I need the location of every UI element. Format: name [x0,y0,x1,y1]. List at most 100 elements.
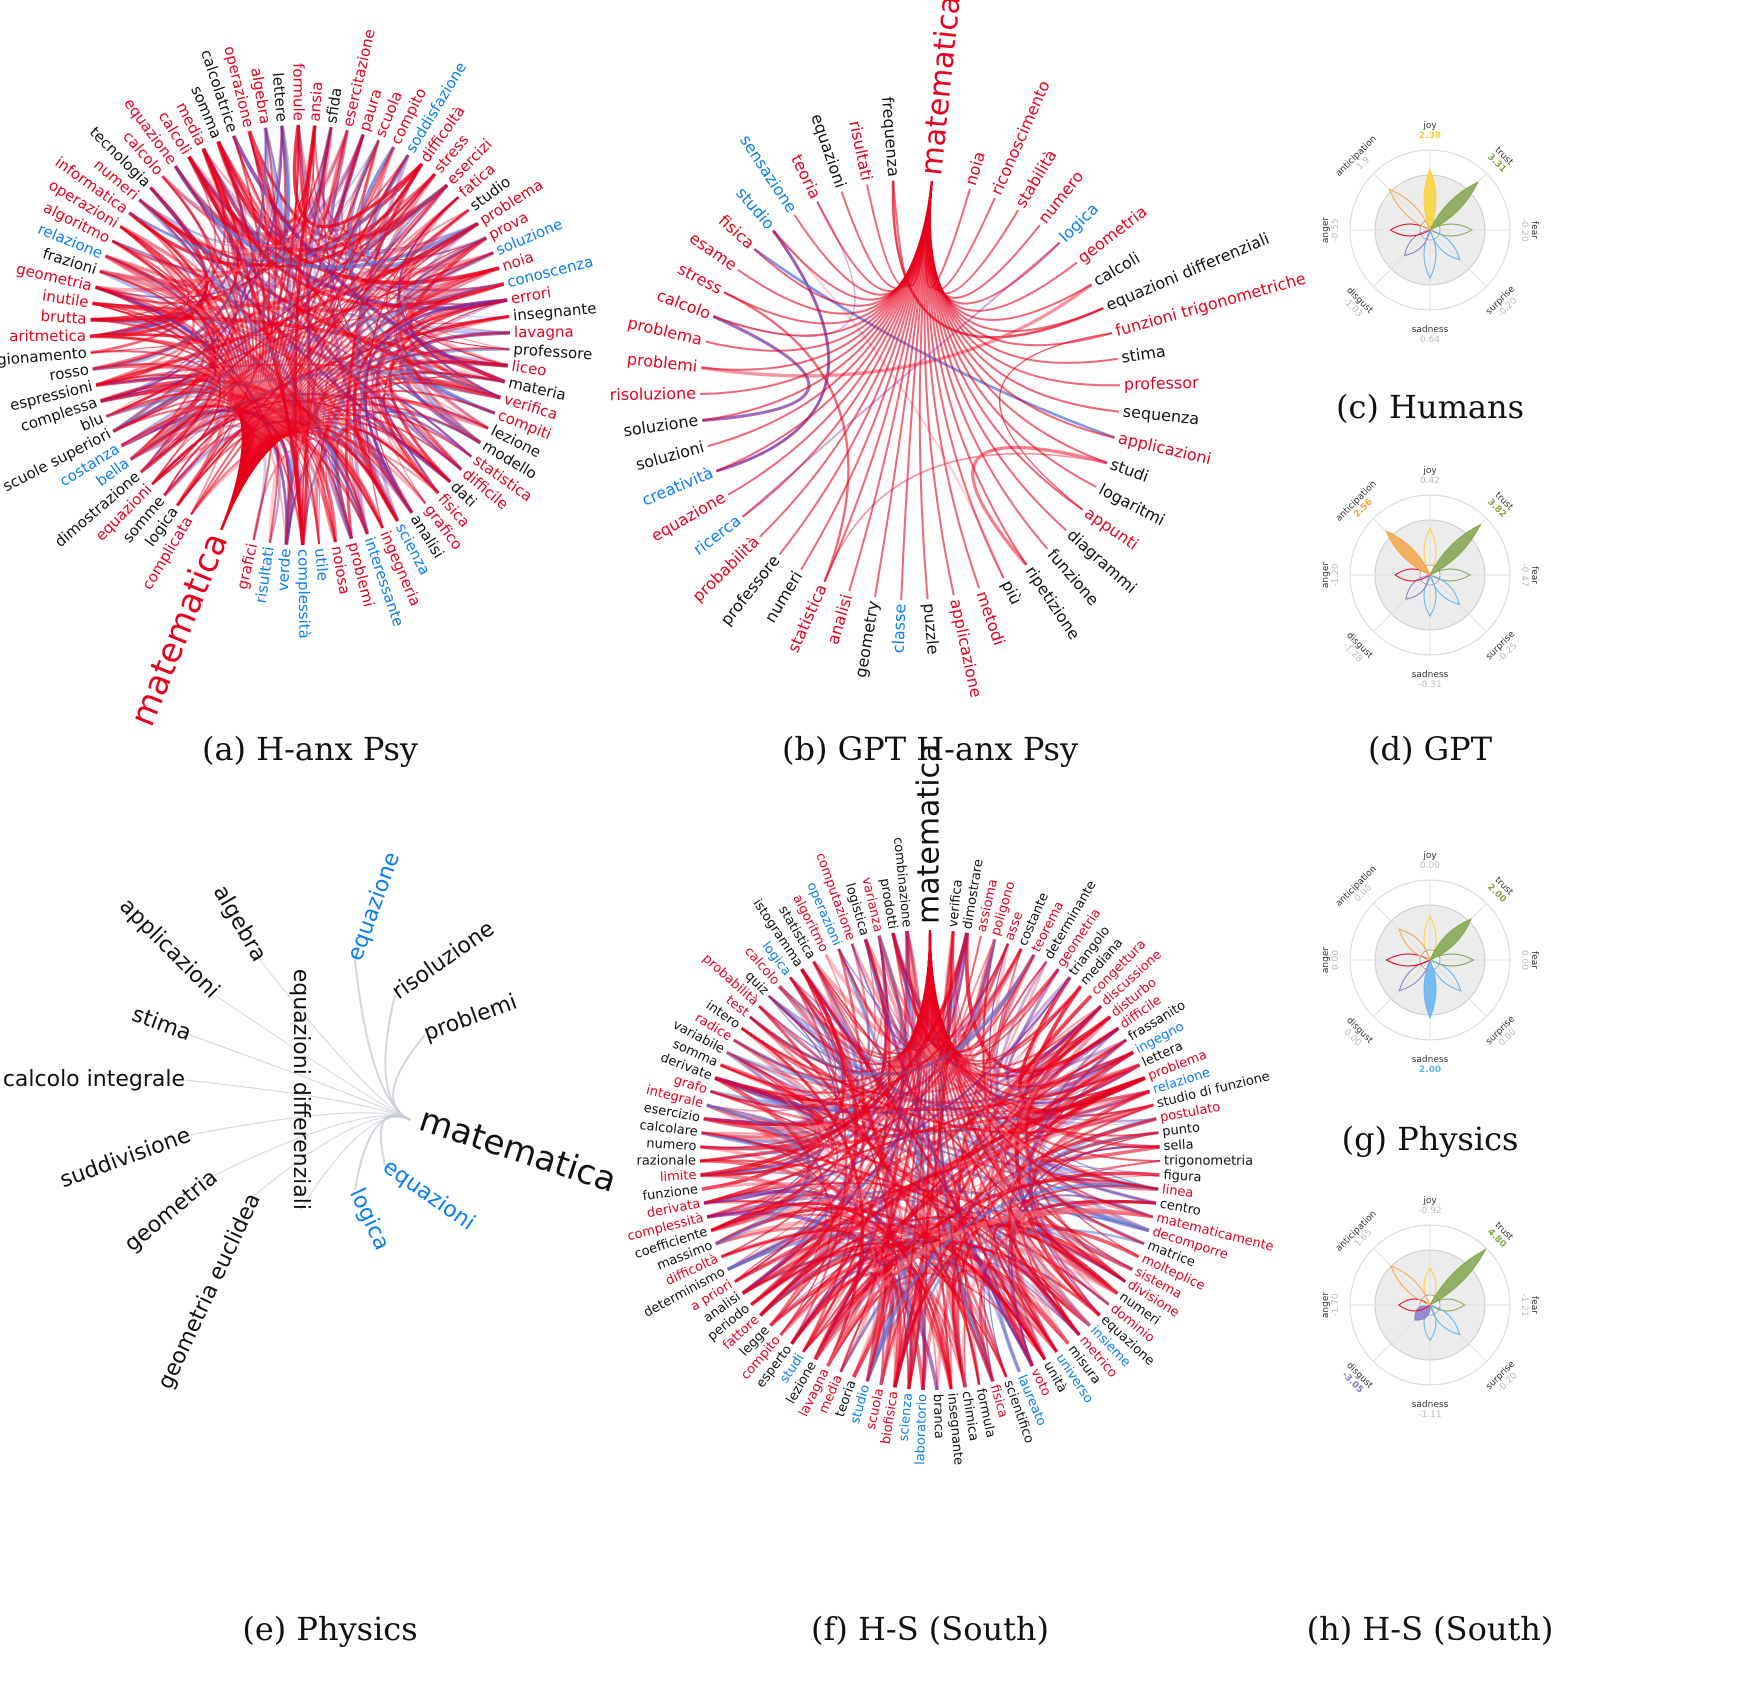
emotion-label: sadness [1412,1055,1449,1065]
word-label: complessità [294,549,313,639]
word-label: frequenza [878,96,903,177]
word-label: risultati [845,119,876,182]
spoke [1373,903,1431,961]
petal-trust [1428,523,1482,577]
edge [706,1076,835,1219]
edge [777,984,896,1378]
emotion-value: -0.55 [1331,218,1341,241]
petal-surprise [1429,229,1461,261]
edge [392,1034,426,1121]
word-label: razionale [636,1153,696,1168]
edge [254,1116,411,1196]
edges [699,929,1161,1391]
edge [95,222,479,387]
edge-center [891,929,931,1047]
petal-trust [1428,1248,1487,1307]
flower-d: joy 0.42 trust 3.82 fear -0.47 surprise -0.25 sa… [1310,445,1550,735]
edge [1040,1089,1157,1206]
petal-anticipation [1389,1264,1431,1306]
word-label: limite [659,1168,697,1185]
emotion-value: -0.92 [1418,1206,1441,1216]
edge [112,183,449,433]
edge [701,1132,833,1336]
word-label: insegnante [944,1392,966,1465]
edge [346,139,494,271]
emotion-value: 2.00 [1419,1065,1441,1075]
emotion-label: sadness [1412,325,1449,335]
edge [710,1103,1154,1233]
edge [734,1241,856,1353]
edge [384,994,411,1121]
caption-f: (f) H-S (South) [810,1610,1050,1648]
emotion-flower: joy0.42trust3.82fear-0.47surprise-0.25sa… [1321,466,1539,690]
panel-e-physics: equazione risoluzione problemi algebra appli… [0,790,680,1450]
edge-center [892,180,933,287]
spoke [1373,229,1431,287]
edge [1047,1160,1161,1180]
word-label: sella [1163,1137,1194,1154]
petal-sadness [1423,958,1437,1020]
emotion-label: anger [1321,1292,1331,1318]
edge [700,943,1010,1177]
word-label: punto [1161,1120,1200,1139]
edge [90,156,216,321]
word-label: soluzione [622,411,699,441]
edge [723,291,850,583]
word-label: stima [128,1002,194,1046]
edge [990,943,1070,1345]
edge [779,1248,887,1382]
edge [947,931,1009,1038]
edge [1039,1117,1160,1163]
emotion-label: fear [1529,566,1539,584]
word-label: sfida [322,86,345,124]
edge [964,932,1120,1074]
edge [379,1114,411,1166]
spoke [1373,959,1431,1017]
edges [700,180,1120,600]
word-label: metodi [972,589,1008,648]
word-label: aritmetica [9,327,86,345]
emotion-value: 0.00 [1331,950,1341,970]
edge [741,1027,1133,1271]
edge [813,1270,901,1388]
panel-f-h-s-south: verifica dimostrare assioma poligono asse cos… [620,744,1275,1600]
petal-anticipation [1385,530,1431,576]
spoke [1373,1248,1431,1306]
emotion-label: fear [1529,1296,1539,1314]
emotion-label: anger [1321,562,1331,588]
word-label: equazioni [378,1154,479,1235]
edge [112,282,505,434]
word-label: lettere [269,72,291,123]
edge [90,225,190,322]
word-label: problema [626,313,704,349]
edge [726,1051,884,1385]
network-f: verificadimostrareassiomapoligonoassecos… [626,744,1275,1466]
edge [383,299,508,494]
spoke [1429,229,1487,287]
center-word: matematica [914,0,968,177]
word-label: puzzle [920,602,943,655]
petal-trust [1429,917,1473,961]
emotion-label: anger [1321,217,1331,243]
petal-joy [1423,167,1437,232]
word-label: calcolare [639,1118,699,1140]
emotion-value: -1.70 [1331,1293,1341,1317]
edge [706,985,838,1125]
edge [789,976,848,1345]
edge [998,332,1113,511]
center-word: matematica [123,527,237,732]
edge [826,1208,1154,1367]
spoke [1373,173,1431,231]
edge [315,236,487,545]
petal-disgust [1398,959,1431,992]
emotion-label: anger [1321,947,1331,973]
word-label: branca [930,1394,946,1439]
edge-center [927,181,1020,295]
caption-c: (c) Humans [1335,388,1525,426]
emotion-value: 0.00 [1420,861,1440,871]
word-label: funzione [642,1182,699,1204]
edge [259,959,411,1121]
edge [99,269,501,400]
word-label: lavagna [514,323,574,342]
